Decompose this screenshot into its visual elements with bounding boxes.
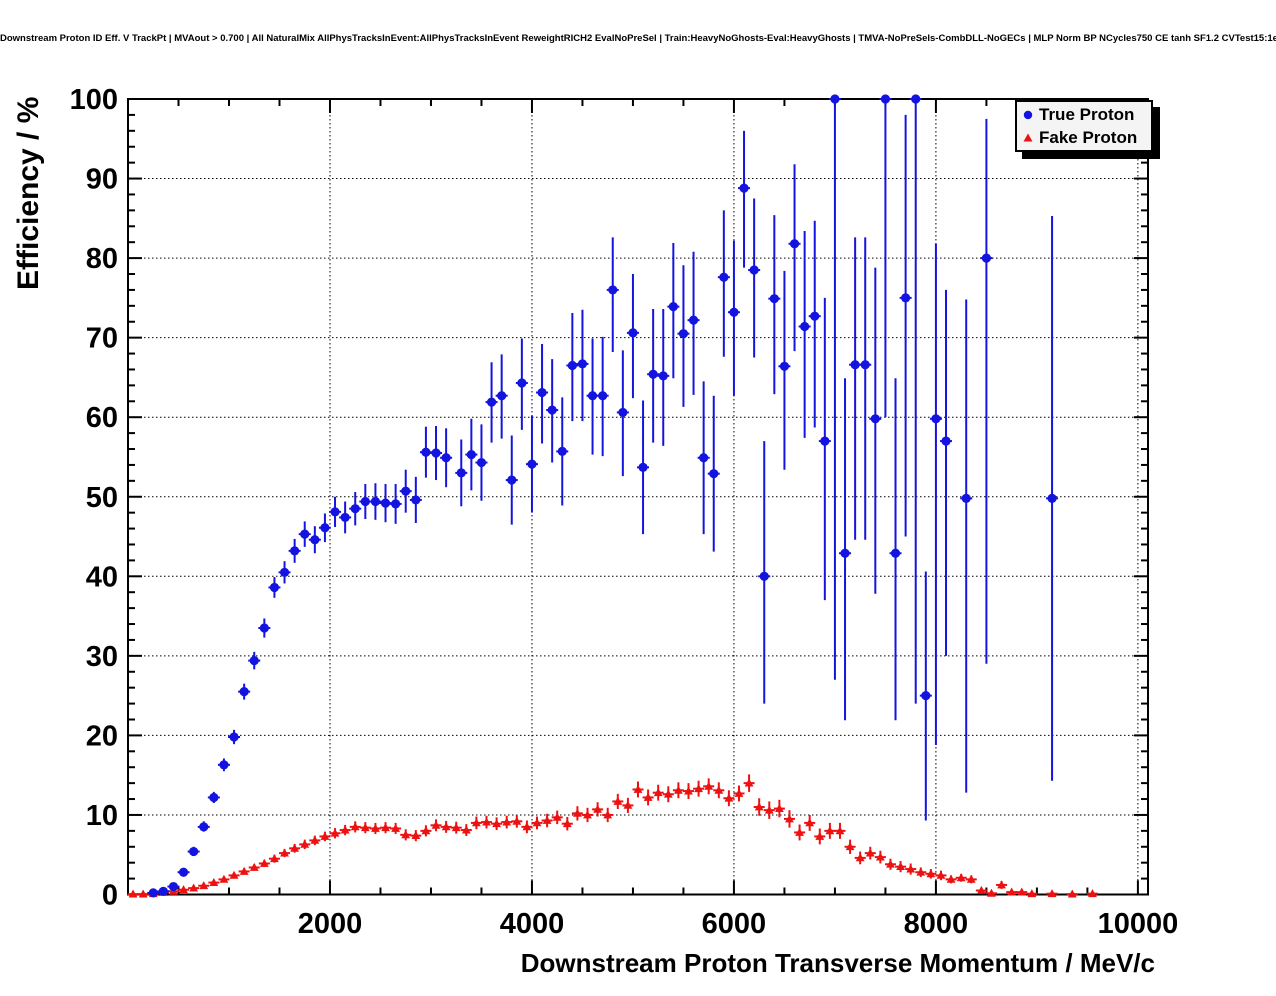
svg-text:50: 50 xyxy=(86,482,118,514)
x-axis-title: Downstream Proton Transverse Momentum / … xyxy=(520,948,1155,978)
svg-text:0: 0 xyxy=(102,880,118,912)
true-proton-marker-icon xyxy=(1017,109,1039,121)
plot-title: Downstream Proton ID Eff. V TrackPt | MV… xyxy=(0,33,1276,44)
svg-text:100: 100 xyxy=(70,84,118,116)
legend-label-fake-proton: Fake Proton xyxy=(1039,127,1138,147)
svg-text:10000: 10000 xyxy=(1098,908,1179,940)
legend-item-fake-proton: Fake Proton xyxy=(1017,126,1151,149)
svg-text:10: 10 xyxy=(86,800,118,832)
svg-text:8000: 8000 xyxy=(904,908,969,940)
legend-item-true-proton: True Proton xyxy=(1017,103,1151,126)
y-axis-title: Efficiency / % xyxy=(12,96,45,290)
svg-text:40: 40 xyxy=(86,561,118,593)
svg-text:60: 60 xyxy=(86,402,118,434)
svg-text:90: 90 xyxy=(86,164,118,196)
svg-text:2000: 2000 xyxy=(298,908,363,940)
legend: True Proton Fake Proton xyxy=(1015,100,1153,152)
svg-text:4000: 4000 xyxy=(500,908,565,940)
svg-text:20: 20 xyxy=(86,720,118,752)
svg-text:70: 70 xyxy=(86,323,118,355)
fake-proton-marker-icon xyxy=(1017,132,1039,144)
legend-label-true-proton: True Proton xyxy=(1039,104,1135,124)
svg-text:6000: 6000 xyxy=(702,908,767,940)
svg-text:80: 80 xyxy=(86,243,118,275)
svg-text:30: 30 xyxy=(86,641,118,673)
